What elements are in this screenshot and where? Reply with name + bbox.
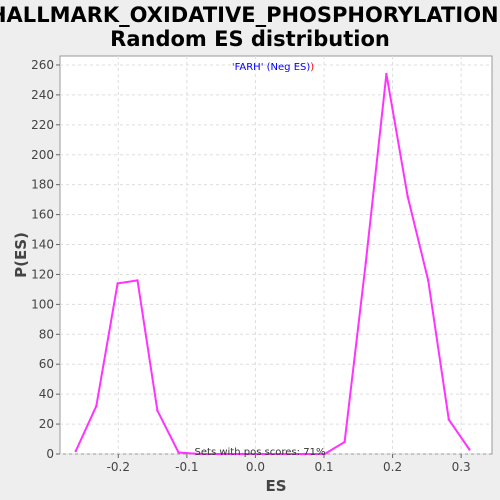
plot-area: [59, 55, 493, 455]
y-tick-label: 0: [46, 447, 54, 461]
y-tick-label: 160: [31, 208, 54, 222]
x-axis: -0.2 -0.1 0.0 0.1 0.2 0.3: [107, 454, 471, 474]
y-tick-label: 260: [31, 58, 54, 72]
chart-title-line-2: Random ES distribution: [110, 27, 390, 51]
y-axis: 0 20 40 60 80 100 120 140 160 180 200 220 240 260: [31, 58, 60, 461]
data-point: [116, 282, 119, 285]
data-point: [406, 195, 409, 198]
y-tick-label: 80: [39, 327, 54, 341]
y-tick-label: 200: [31, 148, 54, 162]
x-tick-label: 0.2: [383, 460, 402, 474]
y-tick-label: 220: [31, 118, 54, 132]
data-point: [241, 452, 244, 456]
data-point: [343, 440, 346, 444]
data-point: [364, 261, 368, 264]
gene-annotation-close: ): [310, 62, 314, 73]
data-point: [385, 72, 388, 76]
data-point: [282, 452, 285, 456]
y-tick-label: 180: [31, 178, 54, 192]
data-point: [136, 279, 139, 282]
gene-annotation-suffix: ' (Neg ES): [261, 62, 311, 73]
data-point: [156, 409, 159, 412]
x-tick-label: -0.1: [175, 460, 198, 474]
x-tick-label: 0.3: [452, 460, 471, 474]
y-tick-label: 240: [31, 88, 54, 102]
gene-annotation-gene: FARH: [235, 62, 261, 73]
x-tick-label: 0.0: [246, 460, 265, 474]
chart-title-line-1: HALLMARK_OXIDATIVE_PHOSPHORYLATION:: [0, 3, 500, 27]
data-point: [302, 452, 306, 456]
grid: [60, 56, 492, 455]
data-point: [177, 451, 180, 454]
data-point: [95, 404, 98, 408]
series-layer: [74, 72, 471, 456]
y-tick-label: 120: [31, 267, 54, 281]
x-axis-label: ES: [265, 477, 286, 495]
data-point: [261, 452, 265, 456]
y-tick-label: 20: [39, 417, 54, 431]
data-point: [447, 418, 450, 421]
x-tick-label: -0.2: [107, 460, 130, 474]
gene-annotation-prefix: ': [232, 62, 235, 73]
y-tick-label: 100: [31, 297, 54, 311]
gene-annotation: 'FARH' (Neg ES)): [232, 62, 314, 73]
y-tick-label: 40: [39, 387, 54, 401]
y-tick-label: 60: [39, 357, 54, 371]
data-point: [427, 279, 430, 282]
data-point: [198, 452, 202, 456]
data-point: [323, 452, 326, 456]
data-point: [219, 452, 223, 456]
footer-annotation: Sets with pos scores: 71%: [195, 447, 326, 458]
data-point: [74, 449, 77, 453]
y-axis-label: P(ES): [12, 232, 30, 278]
series-line: [74, 73, 471, 455]
data-point: [468, 448, 471, 451]
y-tick-label: 140: [31, 238, 54, 252]
x-tick-label: 0.1: [314, 460, 333, 474]
